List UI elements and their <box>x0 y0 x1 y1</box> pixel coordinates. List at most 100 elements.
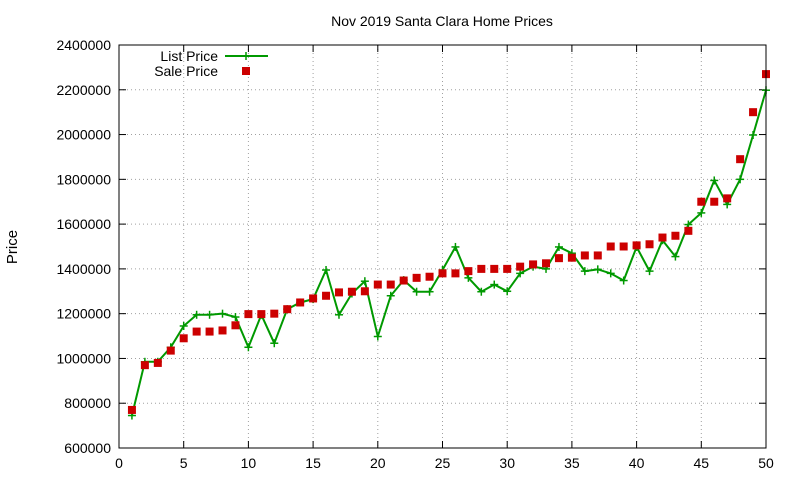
list-price-point <box>231 313 240 322</box>
sale-price-point <box>244 310 253 319</box>
list-price-point <box>477 287 486 296</box>
sale-price-point <box>347 287 356 296</box>
sale-price-point <box>567 253 576 262</box>
sale-price-point <box>309 294 318 303</box>
y-tick-label: 800000 <box>64 395 111 411</box>
list-price-point <box>749 131 758 140</box>
sale-price-point <box>425 272 434 281</box>
sale-price-point <box>619 242 628 251</box>
sale-price-point <box>593 251 602 260</box>
x-tick-label: 20 <box>370 455 386 471</box>
legend-plus-marker <box>242 52 250 60</box>
y-tick-label: 1600000 <box>56 216 111 232</box>
list-price-point <box>464 273 473 282</box>
sale-price-point <box>606 242 615 251</box>
list-price-point <box>671 252 680 261</box>
sale-price-point <box>270 309 279 318</box>
x-tick-label: 25 <box>435 455 451 471</box>
x-tick-label: 40 <box>629 455 645 471</box>
list-price-point <box>425 287 434 296</box>
sale-price-point <box>360 287 369 296</box>
list-price-point <box>360 277 369 286</box>
y-tick-label: 600000 <box>64 440 111 456</box>
series-list-price <box>127 86 770 420</box>
list-price-point <box>334 310 343 319</box>
list-price-point <box>179 321 188 330</box>
y-tick-label: 1000000 <box>56 350 111 366</box>
list-price-point <box>554 242 563 251</box>
sale-price-point <box>490 264 499 273</box>
list-price-point <box>412 287 421 296</box>
sale-price-point <box>140 361 149 370</box>
series-layer <box>127 70 770 420</box>
sale-price-point <box>192 327 201 336</box>
sale-price-point <box>503 264 512 273</box>
sale-price-point <box>710 197 719 206</box>
tick-labels: 0 5 10 15 20 25 30 35 40 45 50 600000 800000 1000000 1… <box>56 37 774 471</box>
sale-price-point <box>127 405 136 414</box>
sale-price-point <box>464 267 473 276</box>
plot-frame <box>118 44 767 449</box>
list-price-point <box>516 269 525 278</box>
sale-price-point <box>516 262 525 271</box>
sale-price-point <box>529 260 538 269</box>
sale-price-point <box>334 288 343 297</box>
chart-title: Nov 2019 Santa Clara Home Prices <box>331 13 553 29</box>
list-price-point <box>218 309 227 318</box>
x-tick-label: 35 <box>564 455 580 471</box>
list-price-point <box>645 267 654 276</box>
x-tick-label: 5 <box>180 455 188 471</box>
sale-price-point <box>373 280 382 289</box>
sale-price-point <box>580 251 589 260</box>
sale-price-point <box>684 226 693 235</box>
y-axis-label: Price <box>4 230 21 264</box>
x-tick-label: 30 <box>499 455 515 471</box>
list-price-point <box>606 269 615 278</box>
list-price-point <box>490 280 499 289</box>
legend-label: List Price <box>160 48 218 64</box>
sale-price-point <box>166 346 175 355</box>
sale-price-point <box>153 358 162 367</box>
sale-price-point <box>736 155 745 164</box>
sale-price-point <box>179 334 188 343</box>
list-price-point <box>205 310 214 319</box>
list-price-line <box>130 89 767 416</box>
list-price-point <box>593 265 602 274</box>
sale-price-point <box>645 240 654 249</box>
y-tick-label: 2200000 <box>56 82 111 98</box>
list-price-point <box>192 310 201 319</box>
y-tick-label: 1200000 <box>56 306 111 322</box>
sale-price-point <box>554 254 563 263</box>
list-price-point <box>322 266 331 275</box>
x-tick-label: 0 <box>115 455 123 471</box>
sale-price-point <box>723 194 732 203</box>
sale-price-point <box>205 327 214 336</box>
y-tick-label: 2400000 <box>56 37 111 53</box>
list-price-point <box>736 175 745 184</box>
sale-price-point <box>542 259 551 268</box>
list-price-point <box>580 267 589 276</box>
grid-lines <box>119 45 766 448</box>
sale-price-point <box>477 264 486 273</box>
sale-price-point <box>322 291 331 300</box>
x-tick-label: 10 <box>241 455 257 471</box>
list-price-point <box>503 287 512 296</box>
sale-price-point <box>231 321 240 330</box>
sale-price-point <box>283 305 292 314</box>
x-tick-label: 50 <box>758 455 774 471</box>
y-tick-label: 2000000 <box>56 127 111 143</box>
x-tick-label: 45 <box>694 455 710 471</box>
sale-price-point <box>296 298 305 307</box>
sale-price-point <box>632 241 641 250</box>
sale-price-point <box>257 310 266 319</box>
sale-price-point <box>399 276 408 285</box>
sale-price-point <box>749 108 758 117</box>
list-price-point <box>451 242 460 251</box>
legend-label: Sale Price <box>154 63 218 79</box>
sale-price-point <box>697 197 706 206</box>
sale-price-point <box>451 269 460 278</box>
y-tick-label: 1800000 <box>56 171 111 187</box>
sale-price-point <box>386 280 395 289</box>
